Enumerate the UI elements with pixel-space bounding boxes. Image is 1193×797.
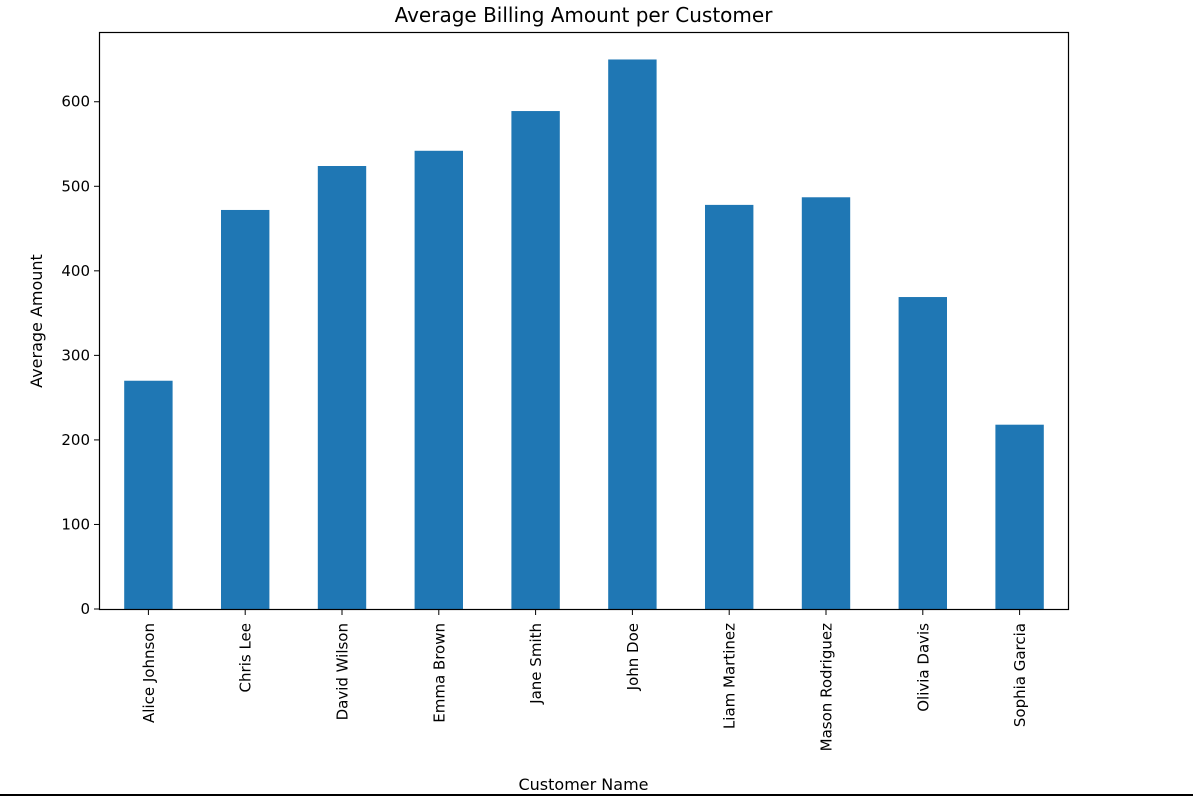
x-tick-label: Jane Smith [527,623,545,705]
plot-area-frame [98,31,1070,611]
bar-alice-johnson [124,380,173,609]
bar-david-wilson [317,165,367,609]
y-tick-label: 600 [61,93,90,111]
x-tick-label: Olivia Davis [914,623,932,712]
x-tick-label: Liam Martinez [721,623,739,729]
bar-john-doe [608,59,657,609]
x-tick-label: Mason Rodriguez [818,623,836,751]
y-tick-label: 0 [80,600,90,618]
y-tick-label: 300 [61,346,90,364]
y-tick-label: 100 [61,515,90,533]
y-tick-label: 200 [61,431,90,449]
bottom-divider [0,794,1193,796]
bar-jane-smith [511,111,560,610]
x-tick-label: Sophia Garcia [1011,623,1029,727]
x-axis: Alice Johnson Chris Lee David Wilson Emma B… [140,609,1029,751]
bar-chris-lee [221,209,270,609]
y-tick-label: 500 [61,177,90,195]
x-tick-label: Chris Lee [237,623,255,692]
bar-mason-rodriguez [801,197,851,609]
x-tick-label: David Wilson [334,623,352,720]
y-tick-label: 400 [61,262,90,280]
x-axis-label: Customer Name [518,775,648,794]
y-axis-label: Average Amount [27,254,46,388]
bar-olivia-davis [898,297,947,609]
x-tick-label: Alice Johnson [140,623,158,723]
bar-emma-brown [414,150,463,610]
x-tick-label: John Doe [624,623,642,691]
bar-liam-martinez [705,204,754,609]
x-tick-label: Emma Brown [430,623,448,723]
bar-sophia-garcia [995,424,1044,609]
bars-group [124,59,1044,610]
y-axis: 0 100 200 300 400 500 600 [61,93,100,618]
chart-title: Average Billing Amount per Customer [395,3,774,27]
